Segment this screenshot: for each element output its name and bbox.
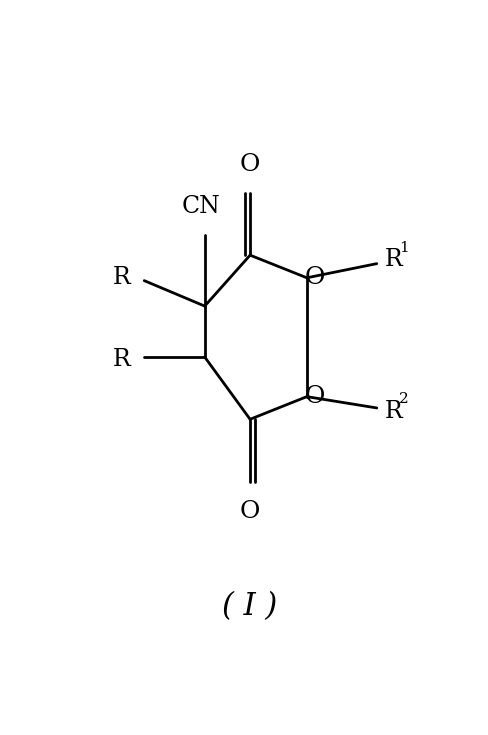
Text: CN: CN [182, 196, 220, 218]
Text: R: R [113, 266, 131, 290]
Text: O: O [305, 266, 325, 290]
Text: O: O [240, 501, 260, 523]
Text: ( I ): ( I ) [223, 590, 278, 622]
Text: O: O [240, 153, 260, 176]
Text: O: O [305, 385, 325, 408]
Text: R: R [385, 248, 402, 271]
Text: 1: 1 [399, 241, 408, 255]
Text: 2: 2 [399, 392, 408, 406]
Text: R: R [385, 401, 402, 423]
Text: R: R [113, 348, 131, 371]
